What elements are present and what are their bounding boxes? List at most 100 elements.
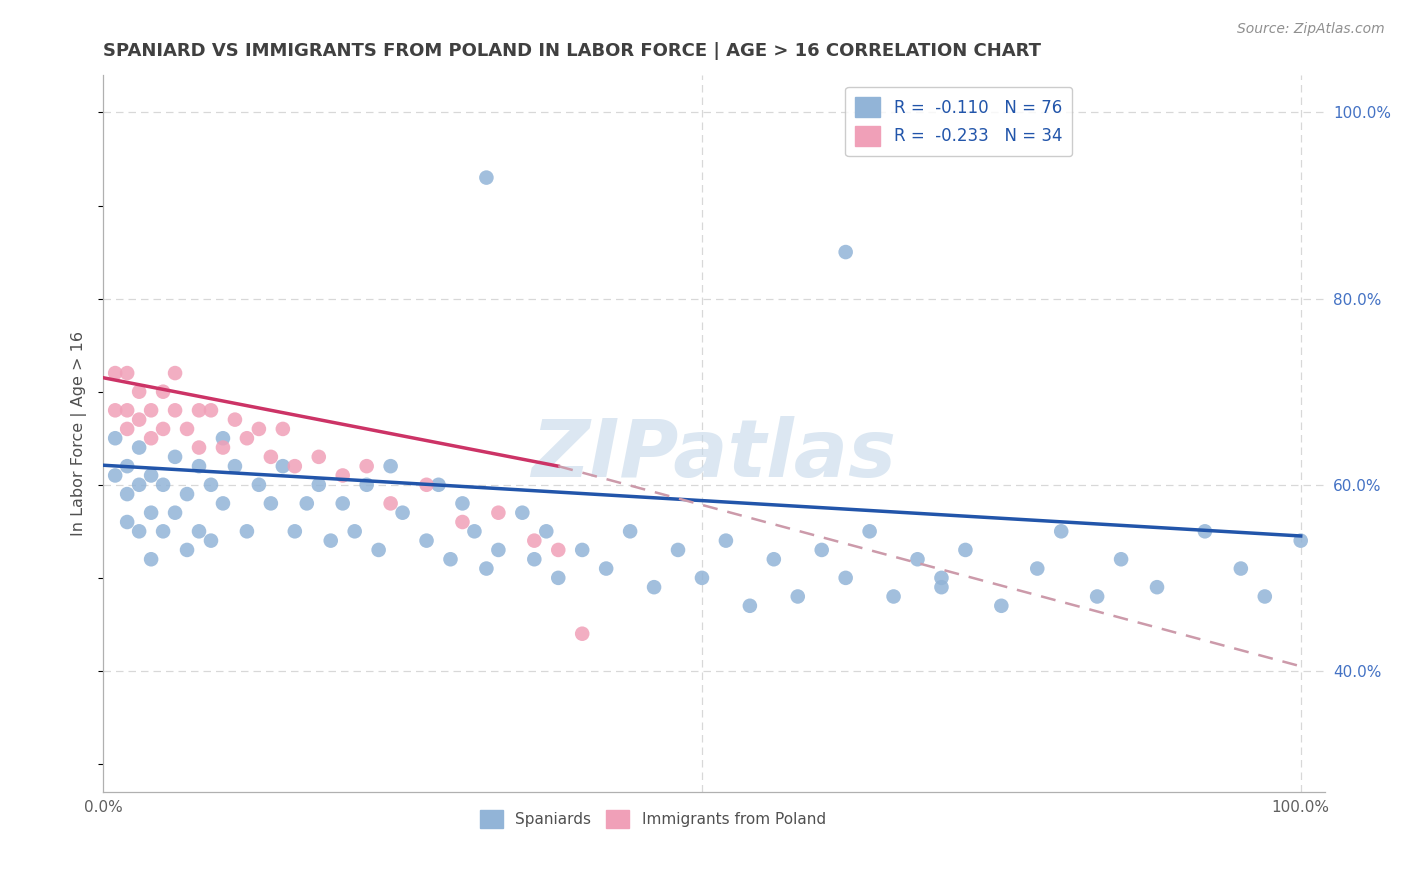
Point (247, 422, 270, 436)
Text: Source: ZipAtlas.com: Source: ZipAtlas.com (1237, 22, 1385, 37)
Point (212, 431, 235, 445)
Point (139, 431, 162, 445)
Point (260, 450, 283, 464)
Point (380, 459, 402, 474)
Point (165, 366, 187, 380)
Point (128, 524, 150, 539)
Point (439, 552, 461, 566)
Point (810, 543, 832, 558)
Point (523, 552, 546, 566)
Point (955, 543, 977, 558)
Legend: Spaniards, Immigrants from Poland: Spaniards, Immigrants from Poland (474, 804, 832, 835)
Point (415, 477, 437, 491)
Point (931, 571, 953, 585)
Point (1194, 524, 1216, 539)
Point (512, 506, 534, 520)
Point (104, 468, 127, 483)
Point (260, 496, 283, 510)
Point (990, 599, 1012, 613)
Point (128, 441, 150, 455)
Point (104, 366, 127, 380)
Point (1146, 580, 1168, 594)
Point (115, 459, 138, 474)
Point (212, 496, 235, 510)
Point (200, 477, 222, 491)
Point (343, 524, 366, 539)
Point (475, 561, 498, 575)
Point (536, 524, 558, 539)
Point (356, 477, 378, 491)
Point (139, 506, 162, 520)
Point (236, 524, 259, 539)
Point (152, 384, 174, 399)
Point (128, 477, 150, 491)
Point (380, 496, 402, 510)
Point (666, 543, 689, 558)
Point (486, 543, 509, 558)
Point (486, 506, 509, 520)
Point (738, 599, 761, 613)
Point (332, 468, 354, 483)
Point (188, 524, 211, 539)
Point (308, 477, 330, 491)
Point (115, 366, 138, 380)
Point (332, 496, 354, 510)
Point (786, 590, 808, 604)
Point (115, 422, 138, 436)
Point (1109, 552, 1132, 566)
Point (165, 403, 187, 417)
Point (1085, 590, 1108, 604)
Point (1230, 561, 1253, 575)
Point (165, 506, 187, 520)
Point (1050, 524, 1073, 539)
Point (224, 459, 246, 474)
Point (271, 459, 294, 474)
Point (1254, 590, 1277, 604)
Point (139, 552, 162, 566)
Point (104, 431, 127, 445)
Point (643, 580, 665, 594)
Point (115, 403, 138, 417)
Point (571, 626, 593, 640)
Point (212, 441, 235, 455)
Point (188, 441, 211, 455)
Point (907, 552, 929, 566)
Point (595, 561, 617, 575)
Point (152, 524, 174, 539)
Point (1289, 533, 1312, 548)
Point (284, 524, 307, 539)
Point (139, 403, 162, 417)
Point (176, 422, 198, 436)
Point (236, 431, 259, 445)
Point (319, 533, 342, 548)
Point (152, 477, 174, 491)
Point (308, 450, 330, 464)
Point (104, 403, 127, 417)
Point (356, 459, 378, 474)
Point (451, 515, 474, 529)
Point (547, 571, 569, 585)
Point (367, 543, 389, 558)
Point (619, 524, 641, 539)
Point (128, 412, 150, 426)
Text: ZIPatlas: ZIPatlas (531, 416, 897, 494)
Point (115, 487, 138, 501)
Point (295, 496, 318, 510)
Point (547, 543, 569, 558)
Y-axis label: In Labor Force | Age > 16: In Labor Force | Age > 16 (72, 331, 87, 536)
Point (128, 384, 150, 399)
Point (883, 590, 905, 604)
Point (714, 533, 737, 548)
Point (152, 422, 174, 436)
Point (188, 403, 211, 417)
Point (427, 477, 450, 491)
Point (224, 412, 246, 426)
Point (247, 477, 270, 491)
Point (571, 543, 593, 558)
Point (475, 170, 498, 185)
Point (165, 450, 187, 464)
Point (451, 496, 474, 510)
Point (200, 533, 222, 548)
Point (200, 403, 222, 417)
Text: SPANIARD VS IMMIGRANTS FROM POLAND IN LABOR FORCE | AGE > 16 CORRELATION CHART: SPANIARD VS IMMIGRANTS FROM POLAND IN LA… (103, 42, 1042, 60)
